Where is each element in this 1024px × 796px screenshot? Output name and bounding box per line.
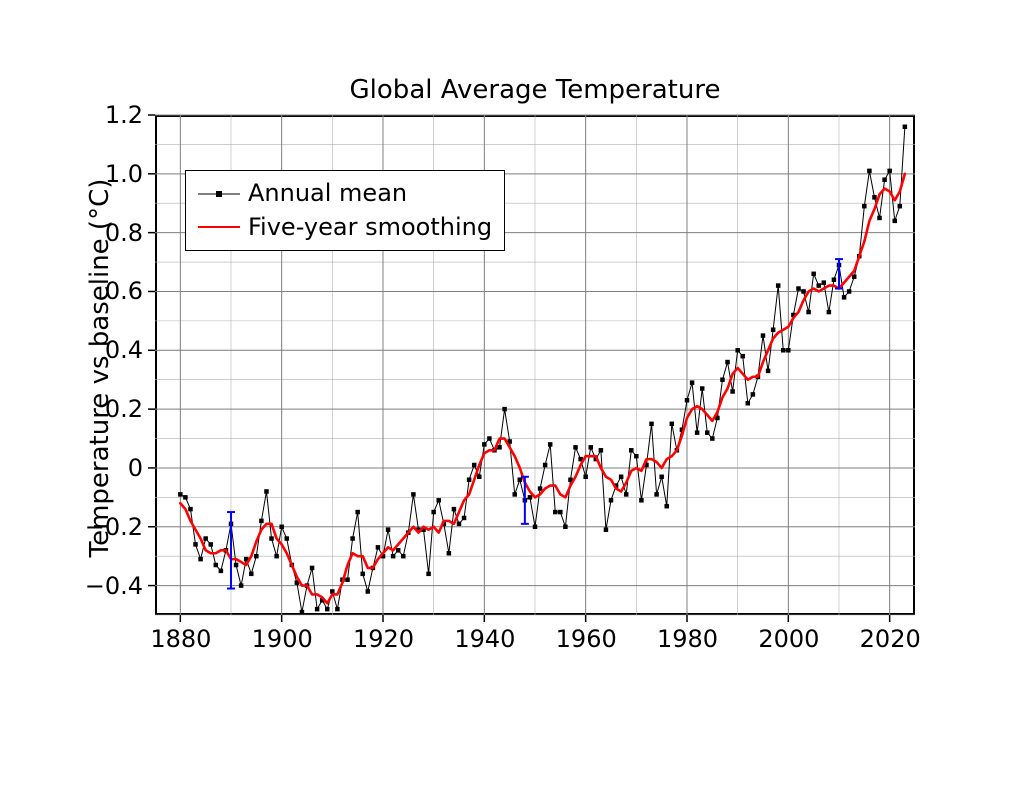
y-tick-label: 1.0: [105, 160, 143, 188]
error-bar: [521, 477, 529, 524]
y-tick-label: 0.8: [105, 219, 143, 247]
y-tick-label: 0.4: [105, 336, 143, 364]
y-tick-label: −0.4: [85, 572, 143, 600]
x-tick-label: 1980: [657, 625, 717, 653]
x-tick-label: 2020: [860, 625, 920, 653]
chart-title: Global Average Temperature: [155, 75, 915, 105]
legend-swatch-smooth: [198, 218, 240, 236]
x-tick-label: 2000: [758, 625, 818, 653]
y-tick-label: 0: [128, 454, 143, 482]
legend-label-smooth: Five-year smoothing: [248, 211, 492, 245]
legend-entry-smooth: Five-year smoothing: [198, 211, 492, 245]
legend-entry-annual: Annual mean: [198, 177, 492, 211]
legend-swatch-annual: [198, 185, 240, 203]
x-tick-label: 1940: [454, 625, 514, 653]
x-tick-label: 1880: [150, 625, 210, 653]
y-tick-label: 0.6: [105, 277, 143, 305]
x-tick-label: 1960: [556, 625, 616, 653]
x-tick-label: 1900: [252, 625, 312, 653]
y-tick-label: 0.2: [105, 395, 143, 423]
y-tick-label: −0.2: [85, 513, 143, 541]
x-tick-label: 1920: [353, 625, 413, 653]
figure: Global Average Temperature Temperature v…: [0, 0, 1024, 796]
y-tick-label: 1.2: [105, 101, 143, 129]
legend-box: Annual mean Five-year smoothing: [185, 170, 505, 251]
legend-label-annual: Annual mean: [248, 177, 407, 211]
